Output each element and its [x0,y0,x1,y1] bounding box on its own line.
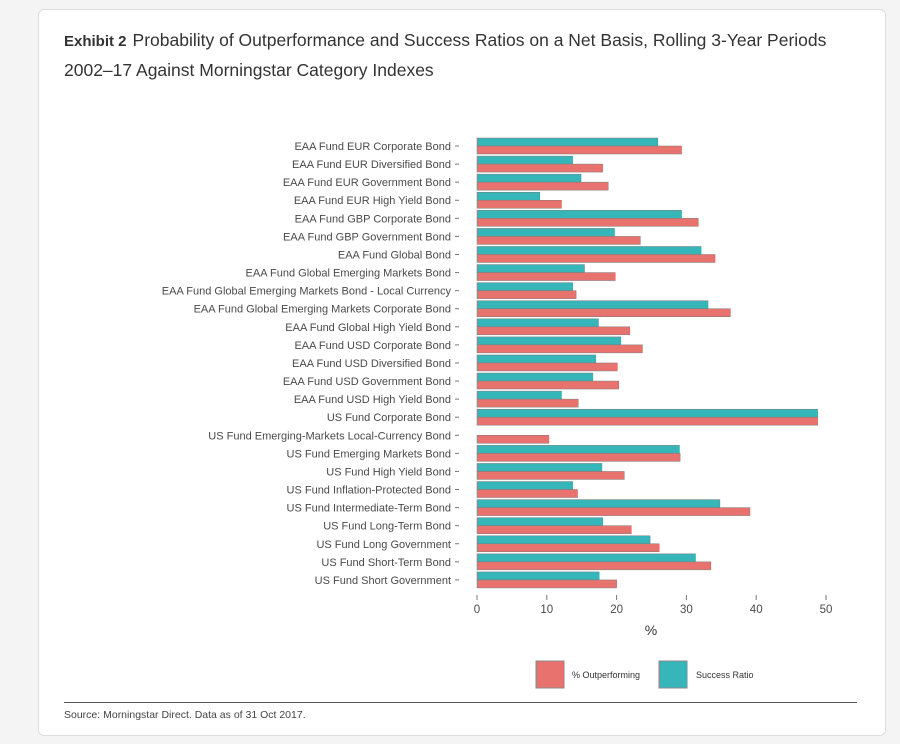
x-tick-label: 10 [540,604,553,616]
category-label: EAA Fund EUR High Yield Bond [294,195,451,207]
x-tick-label: 0 [474,604,480,616]
category-label: EAA Fund Global Emerging Markets Bond - … [162,286,452,298]
bar-outperforming [476,362,618,372]
bar-outperforming [476,163,603,173]
category-label: EAA Fund GBP Corporate Bond [295,213,451,225]
bar-outperforming [476,181,609,191]
bar-success-ratio [476,191,541,201]
bar-success-ratio [476,173,582,183]
bar-success-ratio [476,228,615,237]
bar-outperforming [476,579,617,589]
bar-outperforming [476,507,751,516]
bar-success-ratio [476,300,709,309]
bar-outperforming [476,543,660,553]
bar-success-ratio [476,246,702,255]
exhibit-number: Exhibit 2 [64,33,127,50]
bar-success-ratio [476,445,680,454]
bar-success-ratio [476,390,562,400]
x-tick-label: 30 [680,604,693,616]
category-label: EAA Fund EUR Government Bond [283,177,451,189]
category-label: US Fund High Yield Bond [326,466,451,478]
bar-outperforming [476,326,631,336]
bar-outperforming [476,199,562,209]
bar-success-ratio [476,553,696,563]
category-label: US Fund Corporate Bond [327,412,451,424]
bar-outperforming [476,344,643,354]
bar-outperforming [476,380,619,390]
bar-outperforming [476,435,550,444]
x-axis-label: % [645,622,657,638]
source-note: Source: Morningstar Direct. Data as of 3… [64,709,306,721]
bar-outperforming [476,308,731,317]
bar-outperforming [476,236,641,245]
legend-success-ratio-label: Success Ratio [696,670,754,680]
category-label: EAA Fund Global Bond [338,249,451,261]
chart-title: Exhibit 2 Probability of Outperformance a… [64,26,864,85]
category-label: EAA Fund EUR Corporate Bond [294,141,451,153]
bar-success-ratio [476,336,622,346]
bar-outperforming [476,489,578,498]
exhibit-card: Exhibit 2 Probability of Outperformance a… [38,9,886,736]
category-label: US Fund Inflation-Protected Bond [287,485,451,497]
category-label: US Fund Short Government [315,575,451,587]
bar-success-ratio [476,571,600,581]
legend-success-ratio-swatch [658,660,688,689]
bar-success-ratio [476,408,818,418]
bar-success-ratio [476,535,651,545]
category-label: EAA Fund USD Government Bond [283,376,451,388]
bar-success-ratio [476,499,721,508]
bar-success-ratio [476,318,599,328]
bar-success-ratio [476,155,573,165]
category-label: EAA Fund Global Emerging Markets Corpora… [194,304,451,316]
bar-outperforming [476,218,699,227]
legend-outperforming-swatch [535,660,565,689]
x-tick-label: 20 [610,604,623,616]
bar-outperforming [476,254,716,263]
category-label: EAA Fund USD Diversified Bond [292,358,451,370]
bar-outperforming [476,290,577,299]
category-label: EAA Fund USD Corporate Bond [294,340,451,352]
category-label: US Fund Long-Term Bond [323,521,451,533]
bar-outperforming [476,453,681,462]
bar-success-ratio [476,463,603,472]
category-label: US Fund Emerging-Markets Local-Currency … [208,430,451,442]
x-tick-label: 40 [750,604,763,616]
x-tick-label: 50 [820,604,833,616]
bar-success-ratio [476,354,596,364]
bar-success-ratio [476,481,573,490]
bar-outperforming [476,398,579,408]
category-label: EAA Fund EUR Diversified Bond [292,159,451,171]
bar-outperforming [476,561,712,571]
exhibit-title-text: Probability of Outperformance and Succes… [64,30,827,80]
category-label: US Fund Intermediate-Term Bond [287,503,451,515]
category-label: EAA Fund Global High Yield Bond [285,322,451,334]
bar-success-ratio [476,372,594,382]
category-label: US Fund Short-Term Bond [321,557,451,569]
category-label: EAA Fund USD High Yield Bond [294,394,451,406]
bar-outperforming [476,416,818,426]
bar-outperforming [476,525,632,534]
category-label: EAA Fund Global Emerging Markets Bond [246,268,451,280]
bar-success-ratio [476,210,682,219]
category-label: US Fund Long Government [316,539,451,551]
bar-success-ratio [476,282,573,291]
source-divider [64,702,857,703]
bar-outperforming [476,272,616,281]
legend-outperforming-label: % Outperforming [572,670,640,680]
bar-outperforming [476,145,682,155]
bar-success-ratio [476,137,659,147]
bar-success-ratio [476,517,603,526]
bar-success-ratio [476,264,585,273]
bar-outperforming [476,471,625,480]
category-label: EAA Fund GBP Government Bond [283,231,451,243]
category-label: US Fund Emerging Markets Bond [287,448,451,460]
